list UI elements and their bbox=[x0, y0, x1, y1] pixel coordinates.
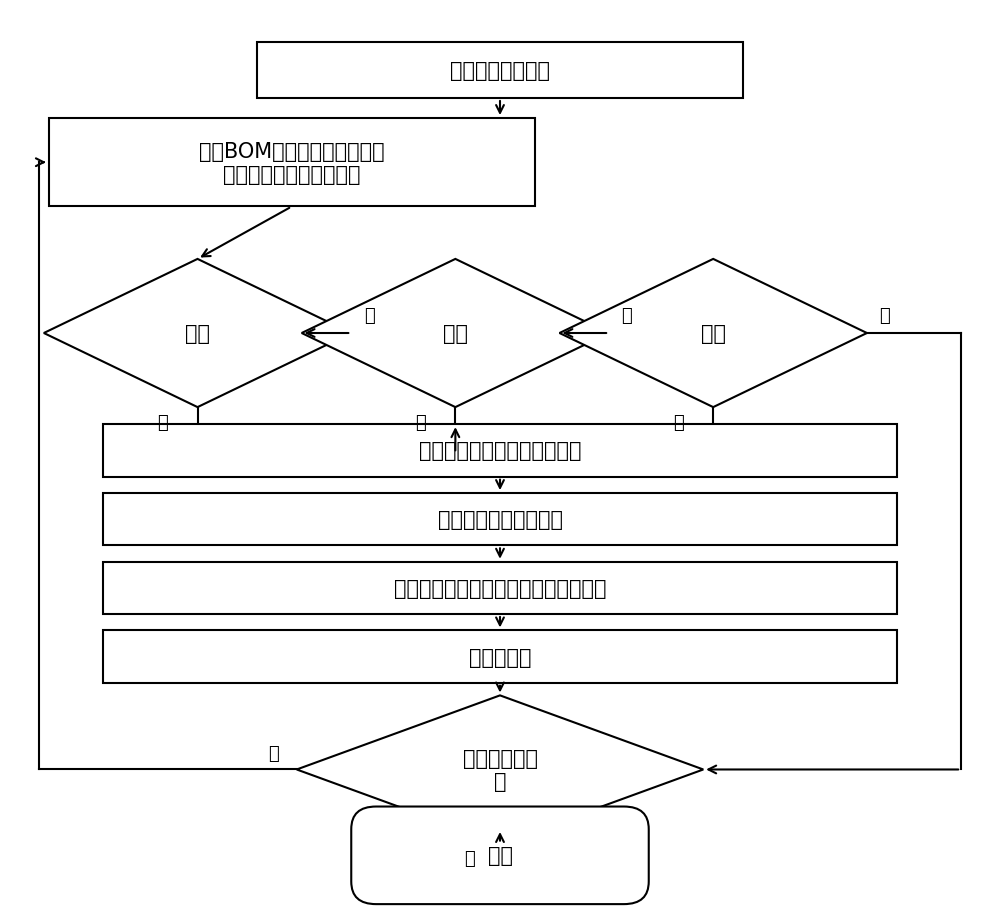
Text: 否: 否 bbox=[364, 307, 374, 324]
Text: 板材: 板材 bbox=[443, 323, 468, 343]
FancyBboxPatch shape bbox=[103, 425, 897, 477]
Text: 是: 是 bbox=[268, 744, 279, 763]
Text: 累加本区域内所有构件在本区域的质量: 累加本区域内所有构件在本区域的质量 bbox=[394, 578, 606, 599]
Text: 型材: 型材 bbox=[185, 323, 210, 343]
Text: 顺序遍历各个区域: 顺序遍历各个区域 bbox=[450, 61, 550, 81]
FancyBboxPatch shape bbox=[351, 806, 649, 904]
Text: 基于BOM中的物料编码识别出
本区域的构件种类及数量: 基于BOM中的物料编码识别出 本区域的构件种类及数量 bbox=[199, 141, 385, 185]
Text: 是: 是 bbox=[673, 413, 683, 431]
Text: 是: 是 bbox=[415, 413, 426, 431]
Polygon shape bbox=[297, 696, 703, 844]
Text: 计算该构件在本区域的百分比: 计算该构件在本区域的百分比 bbox=[419, 441, 581, 461]
Text: 区域总质量: 区域总质量 bbox=[469, 647, 531, 667]
FancyBboxPatch shape bbox=[103, 630, 897, 683]
FancyBboxPatch shape bbox=[103, 562, 897, 614]
Text: 否: 否 bbox=[622, 307, 632, 324]
Polygon shape bbox=[44, 260, 351, 407]
Text: 否: 否 bbox=[879, 307, 890, 324]
Polygon shape bbox=[560, 260, 867, 407]
Text: 是: 是 bbox=[157, 413, 168, 431]
FancyBboxPatch shape bbox=[257, 43, 743, 99]
Polygon shape bbox=[302, 260, 609, 407]
Text: 是否有下一区
域: 是否有下一区 域 bbox=[463, 748, 538, 792]
Text: 该构件在本区域的质量: 该构件在本区域的质量 bbox=[438, 509, 562, 529]
Text: 否: 否 bbox=[464, 849, 475, 867]
Text: 管材: 管材 bbox=[701, 323, 726, 343]
Text: 结束: 结束 bbox=[488, 845, 512, 865]
FancyBboxPatch shape bbox=[49, 118, 535, 208]
FancyBboxPatch shape bbox=[103, 494, 897, 546]
